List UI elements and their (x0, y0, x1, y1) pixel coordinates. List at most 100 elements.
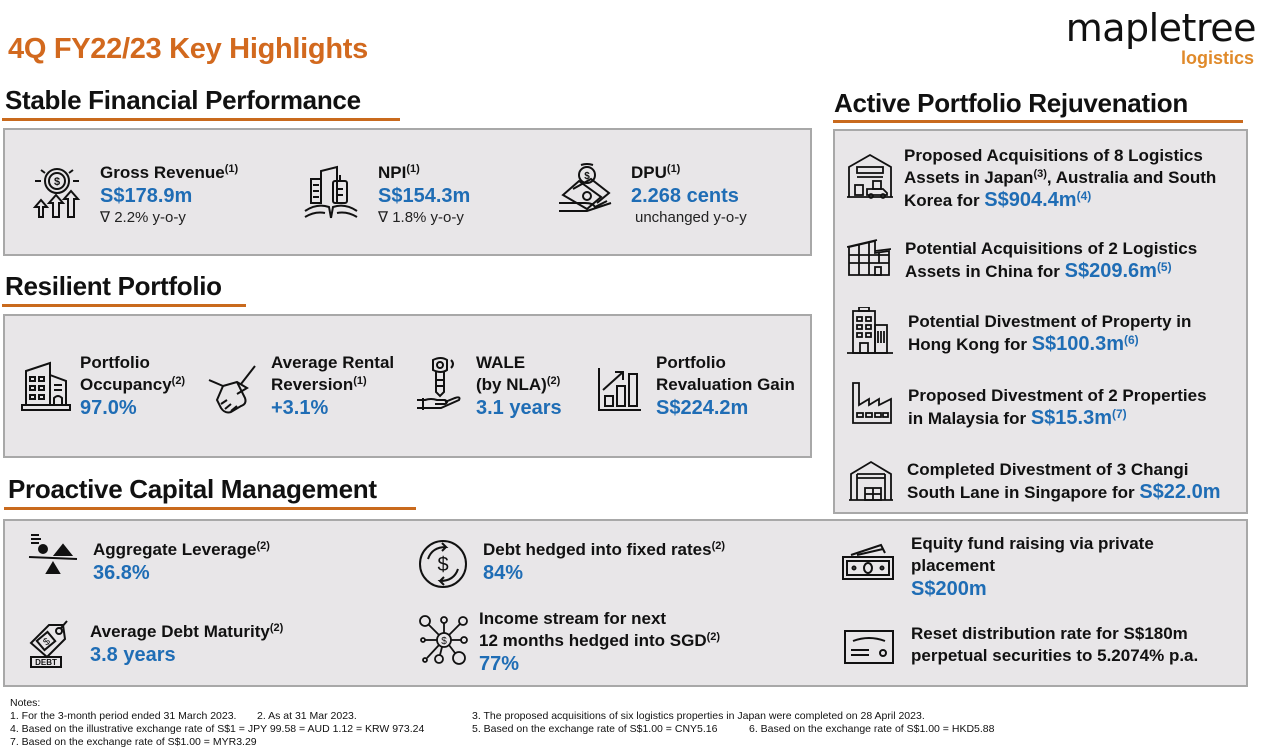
metric-change: unchanged y-o-y (635, 209, 747, 226)
certificate-icon (843, 629, 895, 665)
footnote-ref: (3) (1033, 168, 1047, 180)
section-underline (833, 120, 1243, 123)
bar-growth-icon (597, 366, 643, 412)
debt-maturity-metric: Average Debt Maturity(2) 3.8 years (90, 621, 283, 667)
svg-text:$: $ (41, 636, 53, 648)
mapletree-logo: mapletree logistics (1060, 6, 1270, 68)
metric-label: 12 months hedged into SGD (479, 631, 707, 650)
rejuvenation-item: Proposed Acquisitions of 8 Logistics Ass… (904, 145, 1216, 212)
metric-value: 97.0% (80, 397, 137, 419)
metric-label: Equity fund raising via private (911, 534, 1154, 553)
item-value: S$100.3m(6) (1032, 333, 1139, 355)
metric-value: S$178.9m (100, 185, 193, 207)
item-text: Assets in Japan (904, 168, 1034, 187)
rejuvenation-box: Proposed Acquisitions of 8 Logistics Ass… (833, 129, 1248, 514)
section-underline (2, 304, 246, 307)
note-3: 3. The proposed acquisitions of six logi… (472, 710, 925, 722)
rental-reversion-metric: Average Rental Reversion(1) +3.1% (271, 352, 394, 420)
income-stream-metric: Income stream for next 12 months hedged … (479, 608, 720, 676)
item-value: S$22.0m (1139, 481, 1221, 503)
metric-value: 3.8 years (90, 644, 176, 666)
metric-label: NPI (378, 163, 407, 182)
section-underline (4, 507, 416, 510)
metric-label: perpetual securities to 5.2074% p.a. (911, 646, 1199, 665)
footnote-ref: (4) (1076, 189, 1092, 203)
section-title-rejuvenation: Active Portfolio Rejuvenation (834, 88, 1188, 118)
rejuvenation-item: Proposed Divestment of 2 Properties in M… (908, 385, 1207, 430)
metric-value: S$224.2m (656, 397, 749, 419)
footnote-ref: (7) (1112, 407, 1127, 421)
metric-label: Income stream for next (479, 609, 667, 628)
item-text: Proposed Acquisitions of 8 Logistics (904, 146, 1203, 165)
note-1: 1. For the 3-month period ended 31 March… (10, 710, 237, 722)
svg-text:DEBT: DEBT (35, 658, 57, 667)
metric-label: placement (911, 556, 996, 575)
svg-text:$: $ (54, 176, 60, 188)
value-text: S$100.3m (1031, 333, 1124, 355)
factory-roof-icon (847, 239, 891, 277)
rejuvenation-item: Potential Divestment of Property in Hong… (908, 311, 1191, 356)
metric-change: ∇ 1.8% y-o-y (378, 209, 464, 226)
balance-scale-icon (27, 531, 79, 581)
svg-text:$: $ (437, 554, 448, 576)
npi-metric: NPI(1) S$154.3m ∇ 1.8% y-o-y (378, 162, 470, 228)
footnote-ref: (1) (406, 163, 420, 175)
metric-label: WALE (476, 353, 526, 372)
footnote-ref: (1) (224, 163, 239, 175)
debt-tag-icon: $ DEBT (25, 619, 71, 669)
metric-label: Debt hedged into fixed rates (483, 540, 712, 559)
note-2: 2. As at 31 Mar 2023. (257, 710, 357, 722)
metric-label: Average Rental (271, 353, 395, 372)
metric-value: 3.1 years (476, 397, 562, 419)
note-4: 4. Based on the illustrative exchange ra… (10, 723, 425, 735)
value-text: S$904.4m (984, 189, 1077, 211)
debt-hedged-metric: Debt hedged into fixed rates(2) 84% (483, 539, 725, 585)
factory-icon (849, 381, 893, 425)
key-hand-icon (415, 356, 461, 412)
item-value: S$904.4m(4) (984, 189, 1091, 211)
metric-value: 36.8% (93, 562, 150, 584)
logo-subtitle: logistics (1180, 48, 1254, 68)
item-text: Proposed Divestment of 2 Properties (908, 386, 1207, 405)
wale-metric: WALE (by NLA)(2) 3.1 years (476, 352, 562, 420)
note-6: 6. Based on the exchange rate of S$1.00 … (749, 723, 995, 735)
gross-revenue-metric: Gross Revenue(1) S$178.9m ∇ 2.2% y-o-y (100, 162, 238, 228)
rejuvenation-item: Completed Divestment of 3 Changi South L… (907, 459, 1221, 504)
metric-value: +3.1% (271, 397, 329, 419)
item-text: Assets in China for (905, 262, 1065, 281)
dollar-cycle-icon: $ (418, 539, 468, 589)
note-5: 5. Based on the exchange rate of S$1.00 … (472, 723, 718, 735)
metric-label: Portfolio (656, 353, 726, 372)
logo-wordmark: mapletree (1065, 6, 1257, 50)
metric-change: ∇ 2.2% y-o-y (100, 209, 186, 226)
footnote-ref: (1) (353, 375, 367, 387)
item-value: S$209.6m(5) (1065, 260, 1172, 282)
perpetual-securities-metric: Reset distribution rate for S$180m perpe… (911, 623, 1198, 667)
buildings-hands-icon (303, 165, 359, 220)
metric-label: Aggregate Leverage (93, 540, 257, 559)
metric-label: Revaluation Gain (656, 375, 795, 394)
dpu-metric: DPU(1) 2.268 cents unchanged y-o-y (631, 162, 747, 228)
item-text: Potential Acquisitions of 2 Logistics (905, 239, 1198, 258)
page-title: 4Q FY22/23 Key Highlights (8, 33, 368, 65)
warehouse-icon (849, 460, 893, 502)
footnote-ref: (2) (546, 375, 561, 387)
financial-box: $ Gross Revenue(1) S$178.9m ∇ 2.2% y-o-y… (3, 128, 812, 256)
aggregate-leverage-metric: Aggregate Leverage(2) 36.8% (93, 539, 270, 585)
portfolio-box: Portfolio Occupancy(2) 97.0% Average Ren… (3, 314, 812, 458)
value-text: S$209.6m (1064, 260, 1157, 282)
money-hand-icon: $ (557, 163, 615, 221)
item-text: , Australia and South (1046, 168, 1217, 187)
metric-value: 77% (479, 653, 520, 675)
footnote-ref: (2) (256, 540, 270, 552)
footnote-ref: (2) (269, 622, 284, 634)
metric-value: 84% (483, 562, 524, 584)
section-underline (2, 118, 400, 121)
equity-fund-metric: Equity fund raising via private placemen… (911, 533, 1154, 601)
metric-label: Average Debt Maturity (90, 622, 270, 641)
office-building-icon (847, 307, 893, 355)
footnote-ref: (2) (711, 540, 726, 552)
footnote-ref: (2) (171, 375, 186, 387)
section-title-capital: Proactive Capital Management (8, 474, 377, 504)
metric-value: S$200m (911, 578, 987, 600)
